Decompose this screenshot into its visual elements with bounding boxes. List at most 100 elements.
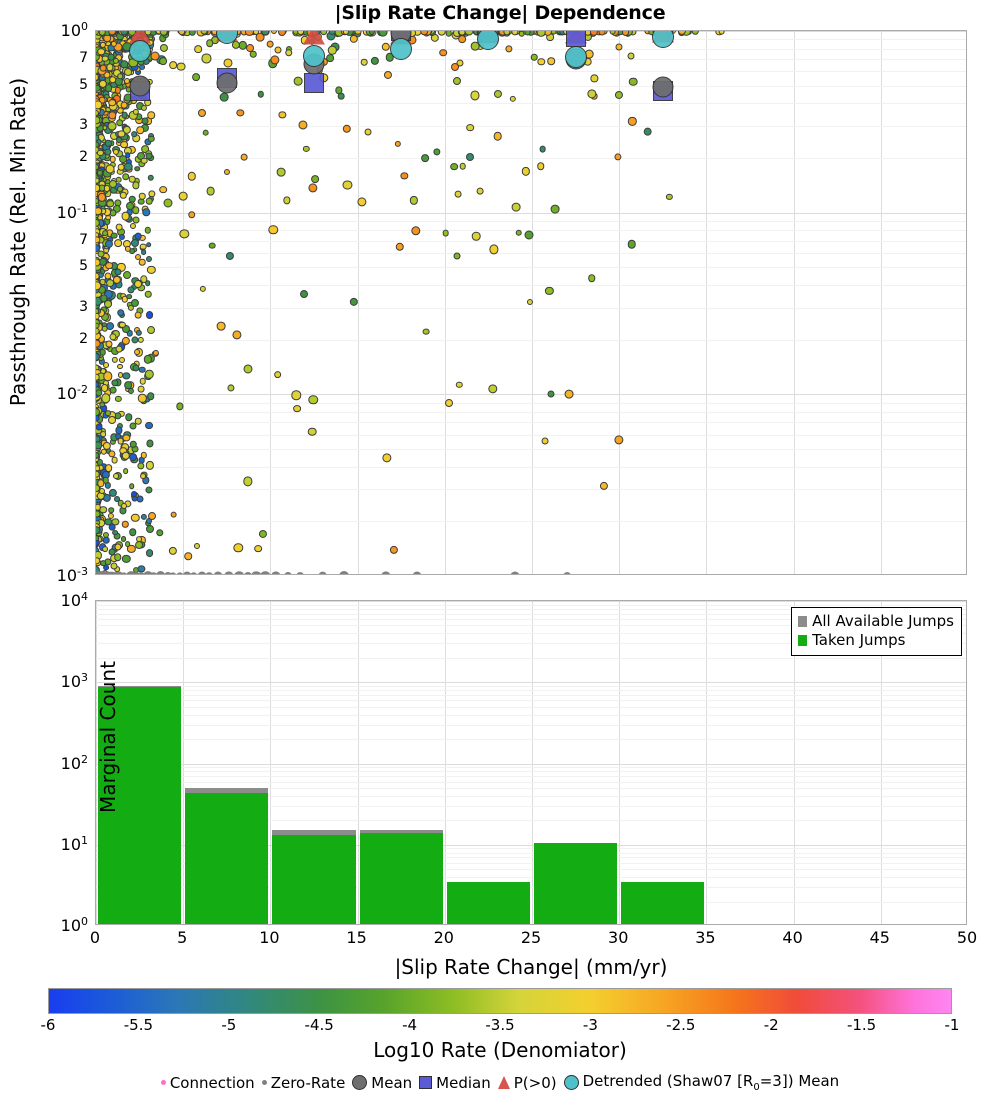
scatter-point — [444, 399, 453, 408]
scatter-point — [145, 548, 154, 557]
scatter-point — [223, 168, 230, 175]
scatter-point — [127, 544, 136, 553]
legend-item-label: Taken Jumps — [812, 631, 906, 650]
scatter-point — [105, 261, 114, 270]
scatter-point — [111, 517, 120, 526]
scatter-point — [298, 120, 308, 130]
scatter-point — [453, 252, 461, 260]
detrended-mean-marker — [651, 31, 674, 48]
x-axis-label: |Slip Rate Change| (mm/yr) — [394, 955, 668, 979]
scatter-point — [145, 486, 153, 494]
scatter-point — [147, 174, 155, 181]
scatter-point — [564, 389, 574, 399]
scatter-point — [105, 164, 115, 174]
colorbar-tick-label: -4.5 — [304, 1016, 334, 1034]
scatter-point — [144, 226, 151, 234]
scatter-point — [111, 529, 118, 536]
scatter-point — [370, 57, 379, 66]
scatter-point — [511, 202, 521, 212]
scatter-point — [384, 71, 393, 80]
scatter-point — [354, 31, 362, 35]
scatter-point — [381, 453, 392, 463]
scatter-point — [505, 45, 513, 53]
scatter-point — [109, 386, 117, 394]
scatter-point — [107, 121, 117, 131]
scatter-point — [493, 131, 502, 141]
scatter-point — [308, 183, 318, 193]
scatter-point — [464, 31, 474, 36]
scatter-point — [114, 268, 122, 276]
scatter-point — [121, 502, 128, 509]
scatter-point — [145, 197, 153, 205]
scatter-point — [291, 390, 302, 400]
scatter-point — [134, 540, 143, 549]
scatter-point — [258, 529, 267, 538]
scatter-point — [450, 162, 459, 171]
scatter-point — [126, 293, 132, 300]
detrended-mean-marker — [303, 44, 325, 67]
scatter-point — [98, 31, 106, 36]
legend-swatch-icon — [798, 635, 808, 647]
histogram-y-axis-label: Marginal Count — [96, 661, 120, 813]
colorbar-tick-label: -1.5 — [846, 1016, 877, 1034]
scatter-point — [102, 229, 108, 236]
scatter-point — [598, 31, 606, 36]
scatter-point — [106, 279, 115, 288]
scatter-point — [465, 153, 474, 162]
colorbar-tick-label: -1 — [944, 1016, 960, 1034]
scatter-point — [227, 384, 235, 392]
scatter-point — [127, 286, 135, 294]
scatter-point — [381, 42, 391, 51]
scatter-point — [146, 524, 155, 533]
scatter-point — [144, 421, 153, 430]
p-gt-zero-marker — [303, 31, 325, 45]
scatter-point — [614, 153, 622, 161]
zero-rate-marker — [510, 571, 520, 574]
zero-rate-marker — [189, 572, 198, 574]
scatter-point — [115, 223, 123, 231]
marker-legend-label: Zero-Rate — [270, 1073, 346, 1092]
scatter-point — [97, 47, 105, 56]
scatter-point — [111, 456, 118, 464]
scatter-point — [136, 462, 145, 470]
colorbar-ticks: -6 -5.5 -5 -4.5 -4 -3.5 -3 -2.5 -2 -1.5 -1 — [41, 1014, 960, 1036]
scatter-point — [116, 308, 125, 317]
scatter-point — [299, 289, 308, 298]
scatter-point — [254, 544, 262, 553]
scatter-point — [125, 202, 134, 211]
scatter-point — [100, 448, 108, 456]
scatter-point — [134, 165, 140, 172]
scatter-point — [189, 31, 196, 36]
scatter-point — [531, 54, 538, 61]
marker-legend-item: Median — [419, 1074, 491, 1092]
scatter-point — [104, 463, 113, 472]
scatter-point — [130, 299, 139, 308]
scatter-point — [273, 370, 282, 379]
scatter-point — [328, 46, 337, 55]
x-tick-label: 30 — [608, 928, 629, 947]
histogram-y-axis-ticks: 104 103 102 101 100 — [0, 0, 95, 1000]
scatter-point — [458, 35, 466, 44]
scatter-point — [613, 435, 624, 445]
scatter-point — [104, 240, 113, 249]
scatter-point — [159, 185, 168, 194]
scatter-point — [342, 180, 352, 190]
y-tick-label: 101 — [60, 833, 88, 854]
scatter-point — [643, 127, 653, 136]
scatter-point — [97, 250, 105, 258]
circle-marker-icon — [352, 1075, 368, 1090]
scatter-point — [101, 325, 109, 332]
scatter-point — [133, 279, 142, 288]
scatter-point — [360, 58, 368, 66]
scatter-point — [101, 55, 109, 62]
scatter-point — [122, 336, 131, 346]
scatter-point — [184, 552, 192, 560]
colorbar-gradient — [48, 988, 952, 1014]
scatter-point — [536, 162, 545, 170]
scatter-point — [666, 193, 673, 201]
scatter-point — [615, 43, 623, 51]
scatter-point — [257, 90, 265, 98]
scatter-point — [232, 329, 242, 340]
scatter-point — [285, 48, 293, 57]
histogram-panel: All Available Jumps Taken Jumps — [95, 600, 967, 925]
